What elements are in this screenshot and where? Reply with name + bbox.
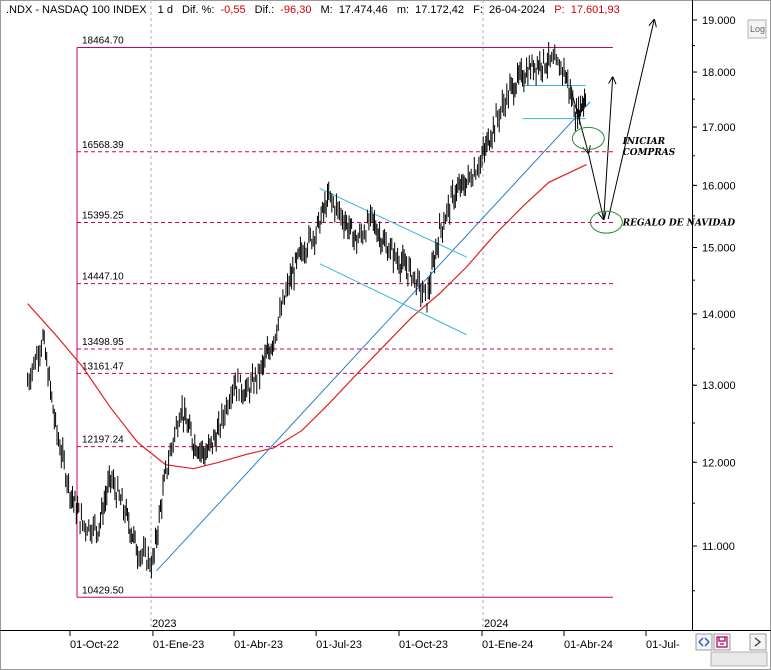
channel-upper-line bbox=[319, 187, 467, 258]
drawings-layer bbox=[156, 20, 655, 572]
header-low-label: m: bbox=[397, 4, 409, 16]
scroll-right-button[interactable] bbox=[749, 633, 767, 651]
y-tick-label: 12.000 bbox=[702, 457, 736, 469]
header-symbol: .NDX - NASDAQ 100 INDEX bbox=[6, 4, 147, 16]
header-interval: 1 d bbox=[158, 4, 173, 16]
annotation-text: COMPRAS bbox=[623, 148, 676, 158]
arrow-line bbox=[571, 93, 588, 153]
y-tick-label: 16.000 bbox=[702, 180, 736, 192]
moving-average-layer bbox=[27, 164, 587, 470]
level-label: 16568.39 bbox=[82, 140, 124, 151]
y-axis: 11.000 12.000 13.000 14.000 15.000 16.000 17.0… bbox=[692, 15, 736, 592]
y-tick-label: 11.000 bbox=[702, 541, 735, 553]
year-label-2024: 2024 bbox=[484, 618, 508, 630]
y-tick-label: 18.000 bbox=[702, 67, 736, 79]
arrow-line bbox=[607, 20, 654, 220]
y-tick-label: 14.000 bbox=[702, 309, 736, 321]
save-icon bbox=[716, 636, 728, 648]
price-bars-layer bbox=[27, 42, 586, 579]
header-change-pct: -0,55 bbox=[220, 4, 245, 16]
log-scale-button[interactable]: Log bbox=[747, 19, 767, 39]
header-date-label: F: bbox=[473, 4, 483, 16]
header-high: 17.474,46 bbox=[339, 4, 388, 16]
year-label-2023: 2023 bbox=[152, 618, 176, 630]
x-tick-label: 01-Oct-22 bbox=[70, 639, 119, 651]
highlight-ellipse bbox=[589, 210, 623, 234]
header-line: .NDX - NASDAQ 100 INDEX 1 d Dif. %: -0,5… bbox=[6, 4, 620, 16]
level-label: 15395.25 bbox=[82, 210, 124, 221]
x-tick-label: 01-Jul- bbox=[646, 639, 680, 651]
trendline-line bbox=[156, 101, 591, 572]
arrow-line bbox=[603, 77, 613, 220]
header-change: -96,30 bbox=[280, 4, 311, 16]
annotation-text: INICIAR bbox=[622, 137, 666, 147]
arrow-line bbox=[587, 152, 603, 219]
y-tick-label: 17.000 bbox=[702, 122, 736, 134]
header-date: 26-04-2024 bbox=[489, 4, 545, 16]
fit-arrows-button[interactable] bbox=[695, 633, 713, 651]
level-label: 18464.70 bbox=[82, 36, 124, 47]
save-button[interactable] bbox=[713, 633, 731, 651]
level-label: 12197.24 bbox=[82, 435, 124, 446]
highlight-ellipse bbox=[571, 126, 605, 150]
level-label: 13161.47 bbox=[82, 361, 124, 372]
x-tick-label: 01-Jul-23 bbox=[316, 639, 362, 651]
header-price-label: P: bbox=[554, 4, 564, 16]
x-axis: 01-Oct-22 01-Ene-23 01-Abr-23 01-Jul-23 01-O… bbox=[69, 630, 680, 651]
x-tick-label: 01-Oct-23 bbox=[399, 639, 448, 651]
x-tick-label: 01-Abr-24 bbox=[564, 639, 613, 651]
header-change-label: Dif.: bbox=[255, 4, 275, 16]
moving-average-line bbox=[27, 164, 587, 470]
annotation-text: REGALO DE NAVIDAD bbox=[622, 218, 736, 228]
channel-lower-line bbox=[319, 263, 467, 336]
y-tick-label: 15.000 bbox=[702, 243, 736, 255]
level-label: 13498.95 bbox=[82, 337, 124, 348]
level-label: 10429.50 bbox=[82, 585, 124, 596]
header-price: 17.601,93 bbox=[571, 4, 620, 16]
x-tick-label: 01-Ene-23 bbox=[153, 639, 204, 651]
x-tick-label: 01-Ene-24 bbox=[482, 639, 533, 651]
y-tick-label: 13.000 bbox=[702, 380, 736, 392]
level-label: 14447.10 bbox=[82, 272, 124, 283]
chevron-right-icon bbox=[754, 637, 762, 647]
fit-arrows-icon bbox=[698, 637, 710, 647]
horizontal-scrollbar[interactable] bbox=[710, 651, 768, 667]
log-scale-button-label: Log bbox=[750, 24, 765, 34]
y-tick-label: 19.000 bbox=[702, 15, 736, 27]
header-change-pct-label: Dif. %: bbox=[182, 4, 214, 16]
header-low: 17.172,42 bbox=[415, 4, 464, 16]
header-high-label: M: bbox=[321, 4, 333, 16]
x-tick-label: 01-Abr-23 bbox=[234, 639, 283, 651]
